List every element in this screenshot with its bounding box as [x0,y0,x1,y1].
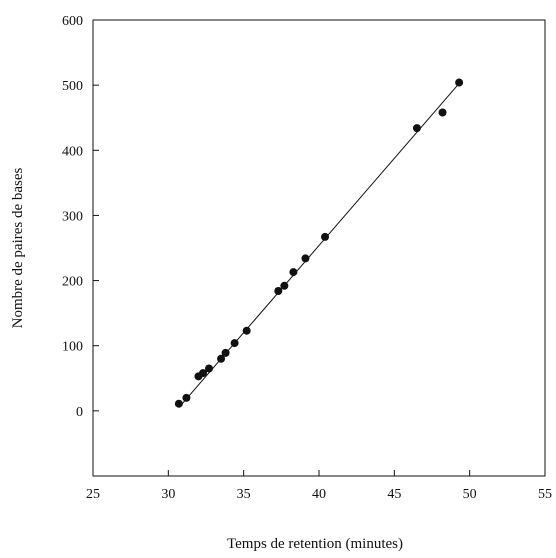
data-point [182,393,191,402]
x-tick-label: 35 [237,487,251,502]
plot-frame [92,19,546,477]
data-point [230,339,239,348]
data-point [412,124,421,133]
y-tick-label: 200 [62,275,83,290]
data-points [174,78,464,408]
y-axis-title: Nombre de paires de bases [10,167,26,328]
x-tick-label: 50 [463,487,477,502]
x-axis-ticks: 25 30 35 40 45 50 55 [86,470,552,502]
y-tick-label: 400 [62,144,83,159]
x-tick-label: 40 [312,487,326,502]
data-point [289,268,298,277]
y-tick-label: 0 [76,405,83,420]
x-axis-title: Temps de retention (minutes) [227,536,403,552]
x-tick-label: 55 [538,487,552,502]
data-point [174,399,183,408]
data-point [280,281,289,290]
data-point [217,354,226,363]
y-tick-label: 300 [62,209,83,224]
x-tick-label: 25 [86,487,100,502]
y-axis-ticks: 0 100 200 300 400 500 600 [62,14,99,420]
data-point [274,286,283,295]
data-point [221,348,230,357]
data-point [242,326,251,335]
data-point [455,78,464,87]
y-tick-label: 100 [62,340,83,355]
data-point [205,364,214,373]
data-point [198,369,207,378]
y-tick-label: 500 [62,79,83,94]
data-point [321,232,330,241]
x-tick-label: 30 [161,487,175,502]
data-point [301,254,310,263]
y-tick-label: 600 [62,14,83,29]
x-tick-label: 45 [387,487,401,502]
data-point [438,108,447,117]
